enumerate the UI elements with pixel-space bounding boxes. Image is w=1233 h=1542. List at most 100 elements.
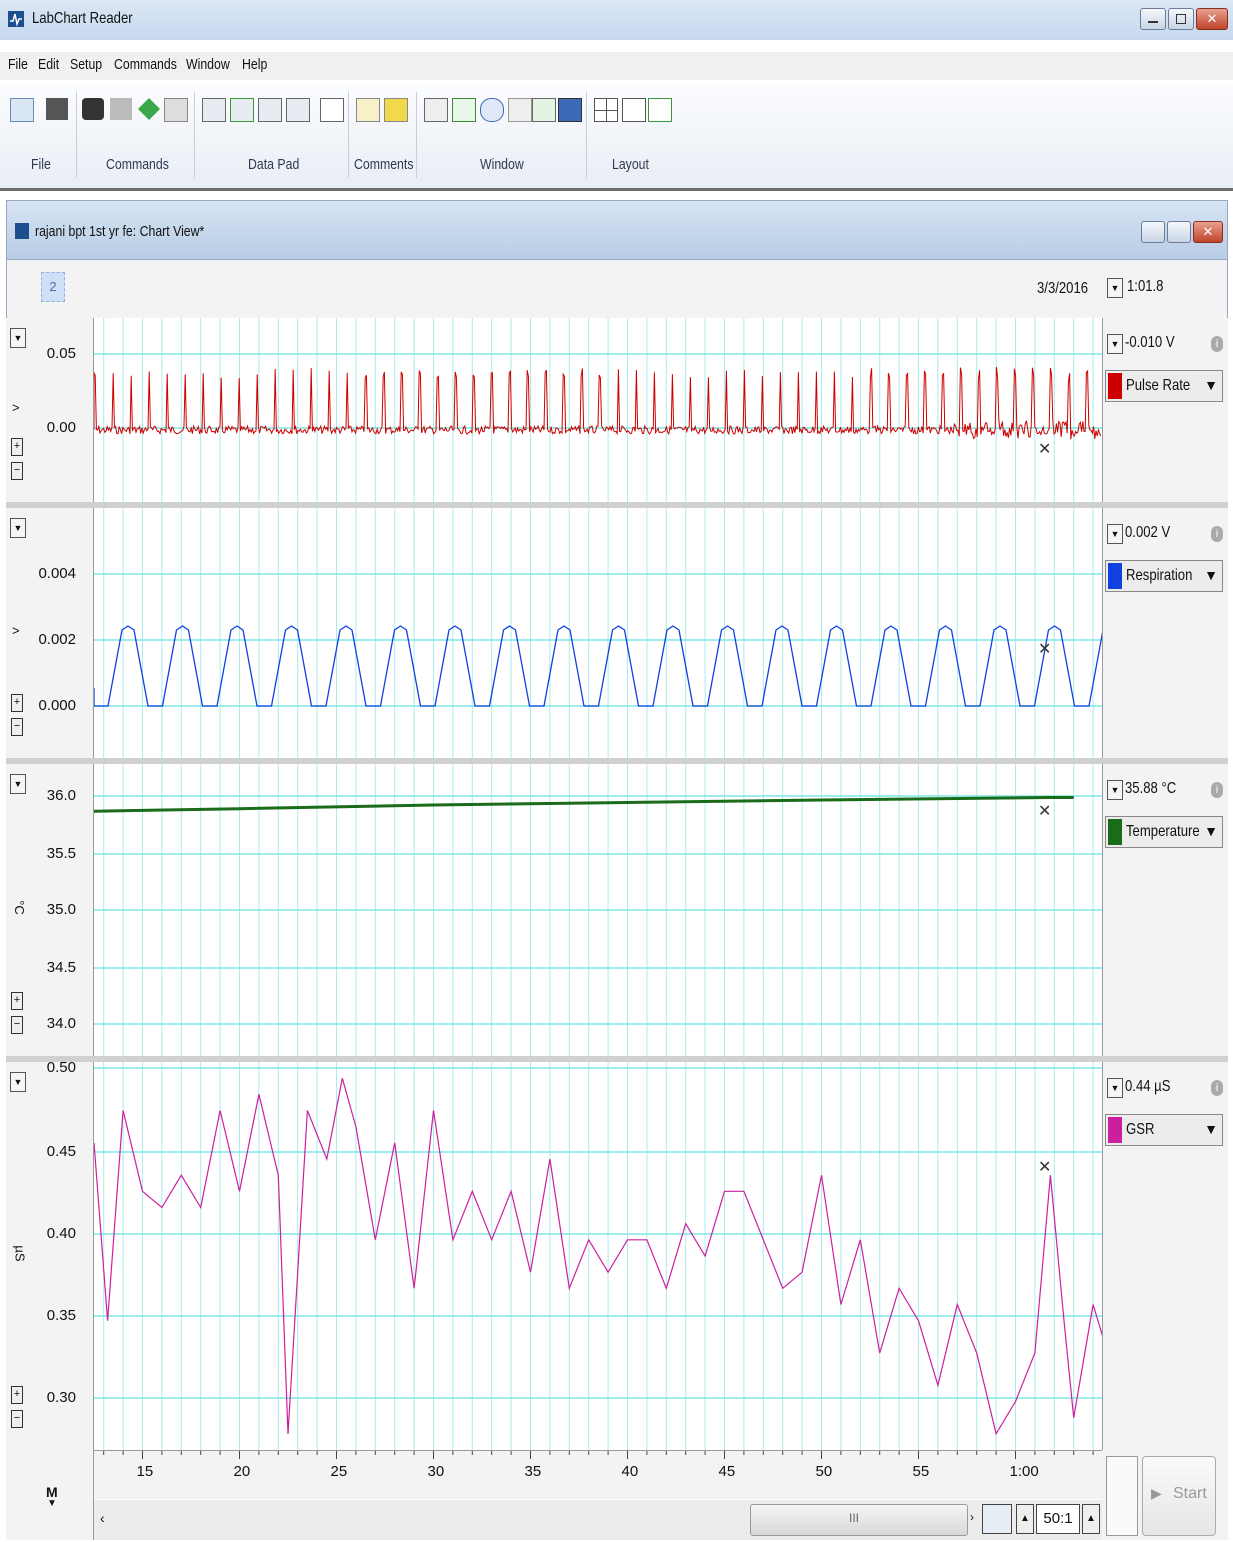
channel-name-box[interactable]: GSR ▼ [1105, 1114, 1223, 1146]
jump-icon[interactable] [138, 98, 160, 120]
restore-button[interactable] [1168, 8, 1194, 30]
menu-file[interactable]: File [8, 56, 28, 73]
block-marker[interactable]: 2 [41, 272, 65, 302]
x-tick-label: 15 [136, 1463, 154, 1480]
y-tick-label: 0.000 [38, 697, 76, 714]
close-button[interactable]: ✕ [1196, 8, 1228, 30]
scale-expand-button[interactable]: + [11, 694, 23, 712]
channel-menu-button[interactable]: ▼ [10, 1072, 26, 1092]
multi-add-icon[interactable] [258, 98, 282, 122]
scale-compress-button[interactable]: − [11, 1016, 23, 1034]
channel-1-axis-panel: ▼ >0.05 0.00 + − [6, 318, 94, 502]
info-icon[interactable]: i [1211, 526, 1223, 542]
spectrum-icon[interactable] [508, 98, 532, 122]
ribbon-divider [194, 92, 195, 178]
menu-edit[interactable]: Edit [38, 56, 60, 73]
group-comments-label: Comments [354, 156, 414, 173]
info-icon[interactable]: i [1211, 782, 1223, 798]
scale-compress-button[interactable]: − [11, 1410, 23, 1428]
open-file-icon[interactable] [10, 98, 34, 122]
start-button[interactable]: ▶ Start [1142, 1456, 1216, 1536]
respiration-trace [94, 625, 1102, 707]
value-dropdown[interactable]: ▼ [1107, 1078, 1123, 1098]
info-icon[interactable]: i [1211, 1080, 1223, 1096]
x-tick-label: 45 [718, 1463, 736, 1480]
chart-close-button[interactable]: ✕ [1193, 221, 1223, 243]
chart-minimize-button[interactable] [1141, 221, 1165, 243]
menu-setup[interactable]: Setup [70, 56, 103, 73]
channel-3-axis-panel: ▼ °C 36.0 35.5 35.0 34.5 34.0 + − [6, 764, 94, 1056]
zoom-ratio: 50:1 [1036, 1504, 1080, 1534]
channel-divider [6, 502, 1228, 508]
x-tick-label: 20 [233, 1463, 251, 1480]
time-dropdown[interactable]: ▼ [1107, 278, 1123, 298]
channel-menu-button[interactable]: ▼ [10, 518, 26, 538]
channel-name-box[interactable]: Respiration ▼ [1105, 560, 1223, 592]
xy-view-icon[interactable] [532, 98, 556, 122]
y-tick-label: 0.00 [46, 419, 76, 436]
menu-commands[interactable]: Commands [114, 56, 177, 73]
zoom-out-button[interactable]: ▲ [1016, 1504, 1034, 1534]
chart-maximize-button[interactable] [1167, 221, 1191, 243]
scroll-left-icon[interactable]: ‹ [100, 1510, 105, 1526]
chart-window-titlebar: rajani bpt 1st yr fe: Chart View* ✕ [6, 200, 1228, 260]
channel-value: 0.44 µS [1125, 1078, 1171, 1095]
channel-unit-label: > [12, 623, 20, 638]
channel-name: GSR [1126, 1121, 1155, 1138]
chevron-down-icon: ▼ [1204, 377, 1218, 393]
group-file-label: File [31, 156, 51, 173]
channel-color-swatch [1108, 373, 1122, 399]
scale-compress-button[interactable]: − [11, 462, 23, 480]
scale-expand-button[interactable]: + [11, 438, 23, 456]
menu-help[interactable]: Help [242, 56, 268, 73]
channel-1-info-panel: ▼ -0.010 V i Pulse Rate ▼ [1102, 318, 1228, 502]
layout-split-icon[interactable] [622, 98, 646, 122]
channel-menu-button[interactable]: ▼ [10, 328, 26, 348]
add-comment-icon[interactable] [384, 98, 408, 122]
title-bar: LabChart Reader ✕ [0, 0, 1233, 40]
play-icon: ▶ [1151, 1485, 1162, 1501]
app-icon [8, 11, 24, 27]
chart-plot-area[interactable]: ✕ ✕ ✕ ✕ [94, 318, 1102, 1450]
y-tick-label: 0.30 [46, 1389, 76, 1406]
select-icon[interactable] [110, 98, 132, 120]
video-icon[interactable] [558, 98, 582, 122]
x-tick-label: 30 [427, 1463, 445, 1480]
scale-compress-button[interactable]: − [11, 718, 23, 736]
value-dropdown[interactable]: ▼ [1107, 524, 1123, 544]
plot-icon[interactable] [320, 98, 344, 122]
layout-grid-icon[interactable] [594, 98, 618, 122]
menu-window[interactable]: Window [186, 56, 230, 73]
scope-view-icon[interactable] [452, 98, 476, 122]
datapad-options-icon[interactable] [286, 98, 310, 122]
value-dropdown[interactable]: ▼ [1107, 780, 1123, 800]
channel-name-box[interactable]: Temperature ▼ [1105, 816, 1223, 848]
add-layout-icon[interactable] [648, 98, 672, 122]
info-icon[interactable]: i [1211, 336, 1223, 352]
record-setup-icon[interactable] [1106, 1456, 1138, 1536]
minimize-button[interactable] [1140, 8, 1166, 30]
x-tick-label: 25 [330, 1463, 348, 1480]
find-icon[interactable] [82, 98, 104, 120]
scroll-thumb[interactable]: III [750, 1504, 968, 1536]
add-to-datapad-icon[interactable] [230, 98, 254, 122]
print-icon[interactable] [46, 98, 68, 120]
mode-label[interactable]: M [46, 1484, 58, 1500]
zoom-mode-icon[interactable] [982, 1504, 1012, 1534]
value-dropdown[interactable]: ▼ [1107, 334, 1123, 354]
scale-expand-button[interactable]: + [11, 1386, 23, 1404]
comment-icon[interactable] [356, 98, 380, 122]
zoom-in-button[interactable]: ▲ [1082, 1504, 1100, 1534]
channel-name-box[interactable]: Pulse Rate ▼ [1105, 370, 1223, 402]
channel-menu-button[interactable]: ▼ [10, 774, 26, 794]
ribbon: File Commands Data Pad Comments Window L… [0, 84, 1233, 191]
stop-icon[interactable] [164, 98, 188, 122]
datapad-icon[interactable] [202, 98, 226, 122]
y-tick-label: 0.45 [46, 1143, 76, 1160]
zoom-view-icon[interactable] [480, 98, 504, 122]
scale-expand-button[interactable]: + [11, 992, 23, 1010]
scroll-right-icon[interactable]: › [970, 1510, 974, 1524]
ribbon-divider [416, 92, 417, 178]
chart-view-icon[interactable] [424, 98, 448, 122]
